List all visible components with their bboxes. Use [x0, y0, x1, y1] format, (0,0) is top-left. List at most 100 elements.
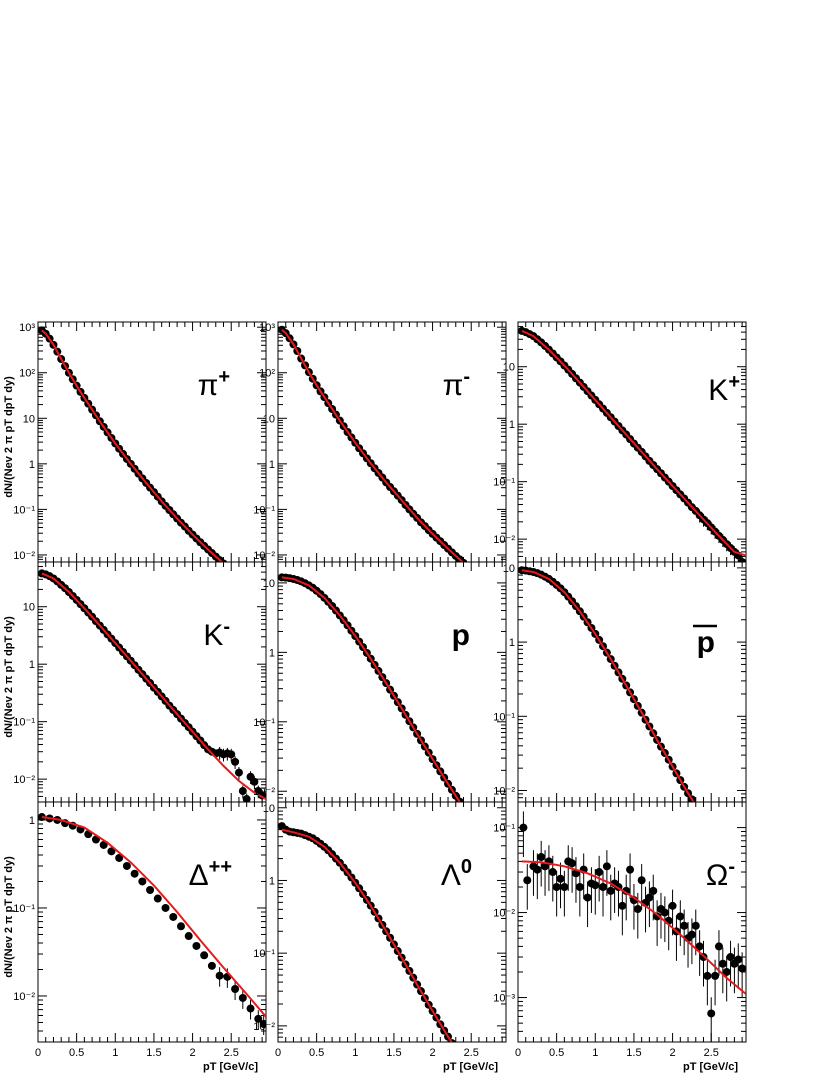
x-tick-label: 1.5	[146, 1047, 161, 1059]
data-point	[138, 877, 147, 886]
x-axis-title: pT [GeV/c]	[203, 1061, 258, 1073]
data-point	[161, 903, 170, 912]
panel-6: 0 0.5 1 1.5 2 2.5 10⁻² 10⁻¹ 1 Δ++	[13, 801, 267, 1059]
panel-0: 10⁻² 10⁻¹ 1 10 10² 10³ π+	[13, 321, 267, 586]
particle-label: π+	[198, 366, 230, 402]
x-axis-title: pT [GeV/c]	[683, 1061, 738, 1073]
data-point	[695, 942, 704, 951]
y-tick-label: 10⁻²	[493, 786, 515, 798]
y-tick-label: 1	[269, 875, 275, 887]
data-point	[494, 843, 502, 851]
data-point	[475, 826, 483, 834]
x-tick-label: 2.5	[464, 1047, 479, 1059]
panel-grid: dN/(Nev 2 π pT dpT dy) dN/(Nev 2 π pT dpT…	[3, 321, 747, 1073]
data-series	[519, 811, 746, 1042]
panel-3: 10⁻² 10⁻¹ 1 10 K-	[13, 561, 267, 803]
particle-label: π-	[443, 366, 470, 402]
data-point	[490, 841, 498, 849]
data-point	[231, 757, 240, 766]
y-tick-label: 10²	[19, 368, 35, 380]
data-point	[703, 971, 712, 980]
data-point	[243, 578, 251, 586]
data-point	[649, 886, 658, 895]
y-tick-label: 10⁻²	[253, 786, 275, 798]
data-point	[479, 830, 487, 838]
data-point	[660, 908, 669, 917]
particle-label: Ω-	[706, 856, 735, 892]
y-tick-label: 10⁻¹	[493, 711, 515, 723]
data-point	[487, 580, 495, 588]
data-point	[599, 882, 608, 891]
data-point	[490, 583, 498, 591]
data-point	[676, 912, 685, 921]
panel-4: 10⁻² 10⁻¹ 1 10 p	[253, 561, 507, 851]
data-point	[703, 819, 711, 827]
data-point	[122, 861, 131, 870]
x-tick-label: 2.5	[224, 1047, 239, 1059]
data-point	[738, 558, 746, 562]
y-axis-title: dN/(Nev 2 π pT dpT dy)	[3, 616, 15, 738]
particle-label: p	[452, 619, 470, 652]
y-tick-label: 1	[29, 659, 35, 671]
data-point	[568, 859, 577, 868]
y-tick-label: 1	[509, 637, 515, 649]
data-point	[687, 930, 696, 939]
x-tick-label: 0.5	[309, 1047, 324, 1059]
data-point	[653, 912, 662, 921]
y-tick-label: 10⁻²	[493, 908, 515, 920]
particle-label: K-	[203, 616, 230, 652]
x-tick-label: 1	[592, 1047, 598, 1059]
data-point	[560, 882, 569, 891]
data-point	[722, 967, 731, 976]
data-point	[487, 837, 495, 845]
data-point	[668, 901, 677, 910]
data-point	[238, 993, 247, 1002]
data-point	[633, 905, 642, 914]
x-tick-label: 1	[112, 1047, 118, 1059]
data-point	[498, 843, 506, 851]
data-series	[278, 325, 503, 591]
y-tick-label: 10⁻¹	[253, 504, 275, 516]
x-tick-label: 0	[35, 1047, 41, 1059]
data-point	[115, 853, 124, 862]
data-point	[626, 865, 635, 874]
y-tick-label: 10	[263, 413, 275, 425]
data-point	[602, 862, 611, 871]
data-point	[719, 840, 727, 848]
data-point	[242, 795, 251, 802]
panel-2: 10⁻² 10⁻¹ 1 10 K+	[493, 321, 747, 563]
data-point	[215, 971, 224, 980]
data-point	[552, 882, 561, 891]
particle-label: Δ++	[189, 856, 232, 892]
data-point	[696, 808, 704, 816]
y-tick-label: 10⁻¹	[13, 903, 35, 915]
x-tick-label: 0	[275, 1047, 281, 1059]
data-point	[483, 834, 491, 842]
data-point	[734, 955, 743, 964]
data-point	[246, 1004, 255, 1013]
data-series	[38, 813, 266, 1036]
y-tick-label: 10	[503, 563, 515, 575]
data-point	[176, 922, 185, 931]
data-series	[518, 566, 743, 848]
data-point	[711, 830, 719, 838]
x-tick-label: 1.5	[386, 1047, 401, 1059]
data-point	[519, 823, 528, 832]
plot-frame	[517, 561, 747, 803]
y-tick-label: 10	[503, 362, 515, 374]
data-point	[235, 572, 243, 580]
plot-frame	[37, 801, 267, 1043]
y-tick-label: 10⁻³	[493, 993, 515, 1005]
x-tick-label: 2	[430, 1047, 436, 1059]
y-tick-label: 1	[269, 647, 275, 659]
plot-frame	[37, 321, 267, 563]
y-tick-label: 10⁻²	[253, 1021, 275, 1033]
data-point	[618, 901, 627, 910]
y-tick-label: 10	[263, 578, 275, 590]
fit-curve	[41, 329, 224, 562]
data-point	[680, 921, 689, 930]
y-tick-label: 10	[23, 413, 35, 425]
data-point	[207, 961, 216, 970]
y-tick-label: 10⁻¹	[493, 477, 515, 489]
